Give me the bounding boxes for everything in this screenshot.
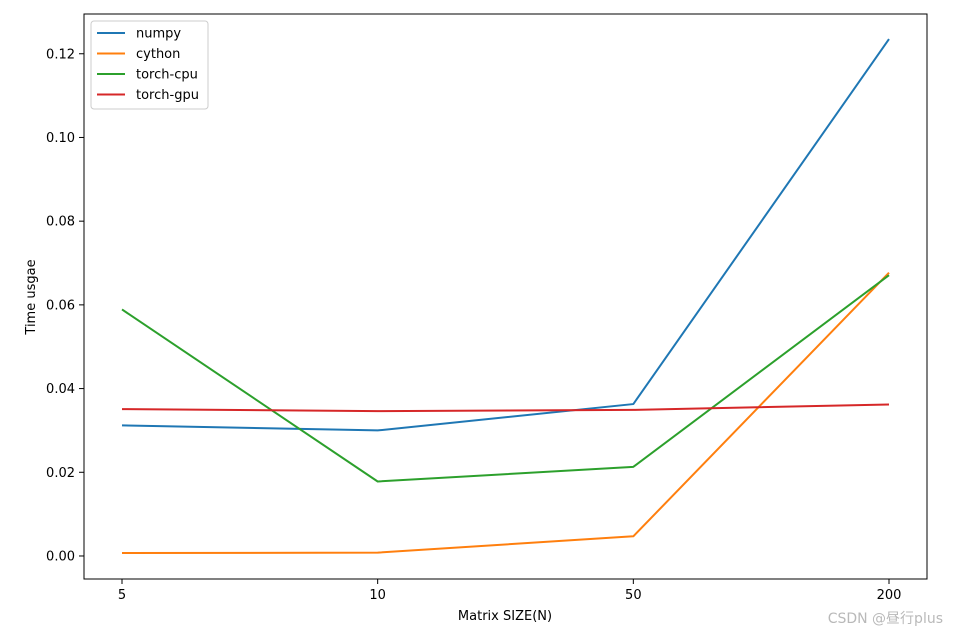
- y-axis: 0.00 0.02 0.04 0.06 0.08 0.10 0.12: [46, 47, 84, 564]
- plot-area: [83, 13, 928, 580]
- y-axis-label: Time usgae: [24, 259, 39, 335]
- series-line-torch-cpu: [121, 274, 890, 483]
- series-layer: [121, 38, 890, 555]
- legend: numpy cython torch-cpu torch-gpu: [90, 20, 209, 110]
- legend-label-torch-gpu: torch-gpu: [136, 88, 199, 103]
- x-tick-label: 50: [625, 588, 642, 603]
- y-tick-label: 0.06: [46, 298, 75, 313]
- y-tick-label: 0.10: [46, 131, 75, 146]
- legend-label-numpy: numpy: [136, 27, 181, 42]
- y-tick-label: 0.08: [46, 215, 75, 230]
- y-tick-label: 0.02: [46, 466, 75, 481]
- legend-box: [90, 20, 209, 110]
- x-axis-label: Matrix SIZE(N): [458, 609, 552, 624]
- series-line-numpy: [121, 38, 890, 432]
- watermark: CSDN @昼行plus: [827, 611, 943, 627]
- legend-label-cython: cython: [136, 47, 180, 62]
- legend-label-torch-cpu: torch-cpu: [136, 68, 198, 83]
- x-tick-label: 200: [877, 588, 902, 603]
- y-tick-label: 0.04: [46, 382, 75, 397]
- y-tick-label: 0.12: [46, 47, 75, 62]
- x-tick-label: 5: [118, 588, 126, 603]
- x-tick-label: 10: [369, 588, 386, 603]
- x-axis: 5 10 50 200: [118, 579, 902, 603]
- y-tick-label: 0.00: [46, 549, 75, 564]
- series-line-cython: [121, 271, 890, 555]
- series-line-torch-gpu: [121, 403, 890, 413]
